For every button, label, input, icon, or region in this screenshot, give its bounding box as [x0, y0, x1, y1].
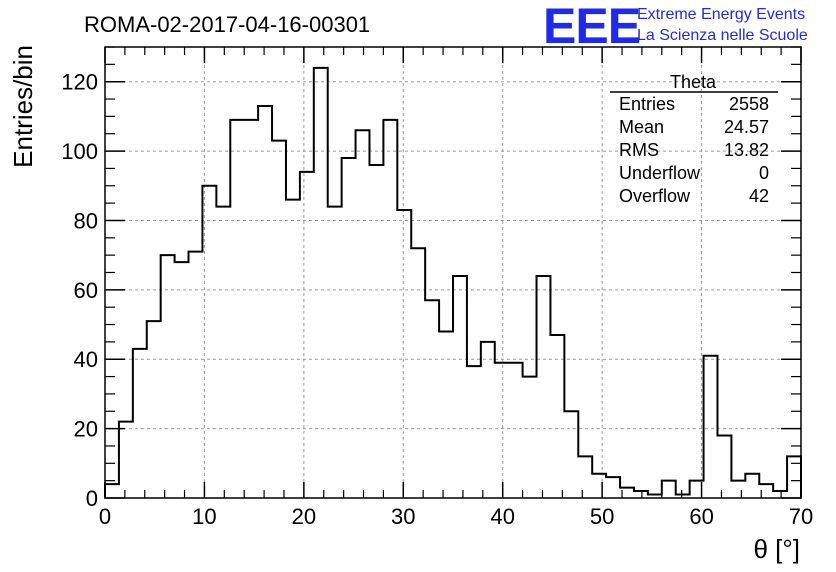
x-tick-label-10: 10: [192, 504, 216, 529]
histogram-bin-4: [161, 255, 175, 498]
histogram-bin-25: [453, 276, 467, 498]
histogram-bin-27: [481, 342, 495, 498]
y-tick-label-0: 0: [86, 486, 98, 511]
histogram-bin-26: [467, 366, 481, 498]
x-tick-label-0: 0: [99, 504, 111, 529]
histogram-bin-43: [704, 356, 718, 498]
stats-box: Theta Entries 2558 Mean 24.57 RMS 13.82 Underf…: [610, 72, 778, 206]
stats-label-entries: Entries: [619, 94, 675, 114]
histogram-bin-0: [105, 484, 119, 498]
histogram-bin-8: [216, 207, 230, 498]
y-tick-labels: 0 20 40 60 80 100 120: [61, 70, 98, 511]
histogram-bin-49: [787, 456, 801, 498]
y-axis-title: Entries/bin: [8, 45, 38, 168]
histogram-bin-45: [731, 481, 745, 498]
histogram-bin-14: [300, 172, 314, 498]
stats-label-mean: Mean: [619, 117, 664, 137]
y-tick-label-20: 20: [74, 417, 98, 442]
histogram-bin-1: [119, 422, 133, 498]
histogram-bin-48: [773, 491, 787, 498]
x-tick-label-70: 70: [789, 504, 813, 529]
histogram-bin-2: [133, 349, 147, 498]
y-tick-label-40: 40: [74, 347, 98, 372]
histogram-bin-16: [328, 207, 342, 498]
histogram-bin-44: [717, 436, 731, 498]
histogram-bin-7: [202, 186, 216, 498]
stats-title: Theta: [670, 72, 717, 92]
histogram-bin-34: [578, 456, 592, 498]
histogram-bin-35: [592, 474, 606, 498]
histogram-bin-19: [369, 165, 383, 498]
stats-rows: Entries 2558 Mean 24.57 RMS 13.82 Underflow 0 Ov…: [619, 94, 769, 206]
y-tick-label-80: 80: [74, 208, 98, 233]
logo-mark: EEE: [543, 0, 640, 54]
histogram-bin-18: [356, 130, 370, 498]
stats-label-overflow: Overflow: [619, 186, 691, 206]
histogram-bin-29: [509, 363, 523, 498]
stats-value-overflow: 42: [749, 186, 769, 206]
histogram-bin-13: [286, 200, 300, 498]
stats-value-mean: 24.57: [724, 117, 769, 137]
logo-line1: Extreme Energy Events: [637, 6, 805, 23]
histogram-bin-37: [620, 488, 634, 498]
histogram-bin-15: [314, 68, 328, 498]
histogram-bin-12: [272, 141, 286, 498]
histogram-bin-47: [759, 484, 773, 498]
chart-title: ROMA-02-2017-04-16-00301: [84, 12, 370, 37]
stats-value-underflow: 0: [759, 163, 769, 183]
stats-label-rms: RMS: [619, 140, 659, 160]
y-tick-label-100: 100: [61, 139, 98, 164]
x-tick-label-40: 40: [490, 504, 514, 529]
logo-line2: La Scienza nelle Scuole: [637, 27, 808, 44]
histogram-bin-31: [537, 276, 551, 498]
x-tick-label-60: 60: [689, 504, 713, 529]
histogram-bin-9: [230, 120, 244, 498]
stats-label-underflow: Underflow: [619, 163, 701, 183]
histogram-bin-46: [745, 474, 759, 498]
histogram-bin-10: [244, 120, 258, 498]
histogram-bin-28: [495, 363, 509, 498]
histogram-bin-5: [175, 262, 189, 498]
histogram-bin-30: [523, 377, 537, 498]
histogram-bin-23: [425, 300, 439, 498]
x-tick-labels: 0 10 20 30 40 50 60 70: [99, 504, 813, 529]
histogram-bin-17: [342, 158, 356, 498]
histogram-bin-21: [397, 210, 411, 498]
histogram-bin-38: [634, 491, 648, 498]
histogram-bin-32: [550, 335, 564, 498]
stats-value-entries: 2558: [729, 94, 769, 114]
histogram-bin-42: [690, 481, 704, 498]
histogram-bin-3: [147, 321, 161, 498]
eee-logo: EEE Extreme Energy Events La Scienza nel…: [543, 0, 808, 54]
histogram-bin-11: [258, 106, 272, 498]
x-axis-title: θ [°]: [753, 534, 800, 564]
y-tick-label-60: 60: [74, 278, 98, 303]
x-tick-label-20: 20: [292, 504, 316, 529]
y-tick-label-120: 120: [61, 70, 98, 95]
plot-frame: [104, 46, 802, 499]
stats-value-rms: 13.82: [724, 140, 769, 160]
histogram-bin-6: [189, 252, 203, 498]
x-tick-label-50: 50: [590, 504, 614, 529]
histogram-bin-22: [411, 248, 425, 498]
histogram-bin-33: [564, 411, 578, 498]
x-tick-label-30: 30: [391, 504, 415, 529]
histogram-bin-40: [662, 481, 676, 498]
histogram-bin-20: [383, 120, 397, 498]
histogram-bin-24: [439, 331, 453, 498]
histogram-bin-36: [606, 477, 620, 498]
histogram-outline: [104, 66, 802, 498]
